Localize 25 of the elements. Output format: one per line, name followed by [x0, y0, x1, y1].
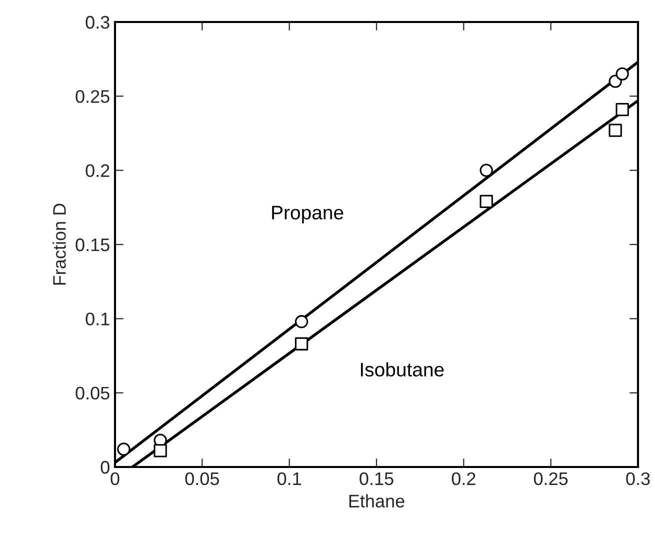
point [480, 194, 493, 208]
text: Isobutane [360, 362, 444, 377]
y-tick-label: 0.3 [86, 16, 110, 29]
point [616, 67, 629, 80]
y-axis-title: Fraction D [52, 204, 66, 285]
x-tick-label: 0.1 [277, 472, 302, 486]
point [294, 337, 308, 350]
y-tick-label: 0.2 [86, 164, 110, 178]
x-tick-label: 0.15 [360, 472, 394, 486]
x-axis-title: Ethane [349, 494, 404, 508]
x-tick-label: 0.3 [626, 472, 650, 486]
text: Propane [272, 206, 344, 224]
point [294, 315, 308, 328]
y-tick-label: 0.25 [76, 90, 110, 103]
x-tick-label: 0 [110, 472, 120, 486]
point [608, 124, 622, 137]
x-tick-label: 0.05 [185, 472, 219, 486]
point [616, 102, 629, 116]
y-tick-label: 0 [100, 460, 110, 474]
x-tick-label: 0.25 [534, 472, 568, 486]
x-tick-label: 0.2 [452, 472, 476, 486]
y-tick-label: 0.1 [86, 312, 110, 326]
point [154, 444, 167, 458]
y-tick-label: 0.15 [76, 238, 110, 252]
y-tick-label: 0.05 [76, 386, 110, 400]
